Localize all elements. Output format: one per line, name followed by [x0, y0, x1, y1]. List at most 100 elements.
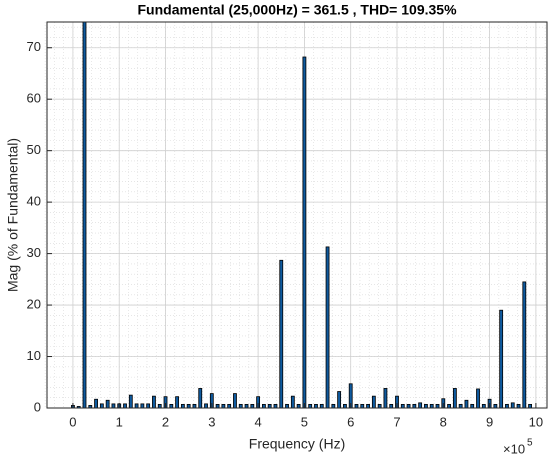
bar [279, 259, 284, 408]
bar [308, 403, 313, 408]
bar [111, 403, 116, 408]
bar [175, 396, 179, 408]
bar [481, 403, 486, 408]
bar [331, 403, 336, 408]
bar [140, 403, 145, 408]
x-tick-label: 4 [254, 414, 261, 429]
x-exponent: ×10 [503, 441, 525, 456]
bar [163, 396, 168, 408]
bar [383, 388, 388, 408]
bar [470, 403, 475, 408]
x-tick-label: 3 [208, 414, 215, 429]
x-tick-label: 5 [301, 414, 308, 429]
bar [180, 403, 185, 408]
bar [516, 403, 521, 408]
bar [476, 388, 480, 408]
bar [522, 281, 527, 408]
bar [215, 403, 220, 408]
bar [186, 403, 191, 408]
bar [464, 399, 469, 408]
bar [371, 395, 376, 408]
chart-title: Fundamental (25,000Hz) = 361.5 , THD= 10… [137, 2, 457, 18]
bar [452, 388, 457, 408]
bar [256, 396, 261, 408]
y-tick-label: 30 [27, 245, 41, 260]
bar [285, 403, 289, 408]
bar [325, 246, 330, 408]
bar [134, 403, 139, 408]
bar [510, 402, 515, 408]
axes-box [46, 21, 548, 409]
bar [227, 403, 232, 408]
bar [458, 403, 463, 408]
x-exponent-power: 5 [527, 438, 533, 449]
bar [267, 403, 272, 408]
bar [314, 403, 318, 408]
bar [337, 391, 342, 408]
bar [343, 403, 347, 408]
bar [238, 403, 243, 408]
bar [377, 403, 382, 408]
x-tick-label: 8 [440, 414, 447, 429]
bar [412, 403, 417, 408]
bar [406, 403, 411, 408]
bar [233, 393, 237, 408]
bar [82, 22, 87, 408]
bar [302, 56, 307, 408]
ticks: 0 10 20 30 40 50 60 70 0 1 2 3 4 5 6 7 8 9 10 [27, 39, 544, 429]
y-tick-label: 40 [27, 194, 41, 209]
bar [204, 403, 208, 408]
bar [493, 403, 498, 408]
y-tick-label: 60 [27, 91, 41, 106]
bar [366, 403, 370, 408]
bar [290, 395, 295, 408]
bar [169, 403, 174, 408]
bar [435, 403, 440, 408]
bar [319, 403, 324, 408]
bar [447, 403, 451, 408]
bar [418, 402, 423, 408]
y-tick-label: 0 [34, 399, 41, 414]
x-tick-label: 0 [69, 414, 76, 429]
bar [389, 403, 394, 408]
grid [44, 22, 547, 409]
x-tick-label: 9 [486, 414, 493, 429]
y-tick-label: 20 [27, 297, 41, 312]
x-tick-label: 10 [529, 414, 543, 429]
bars [71, 22, 533, 408]
bar [424, 403, 428, 408]
bar [296, 403, 301, 408]
plot-area [47, 22, 547, 408]
bar [94, 398, 98, 408]
y-tick-label: 10 [27, 348, 41, 363]
bar [105, 399, 110, 408]
bar [198, 388, 203, 408]
y-tick-label: 50 [27, 142, 41, 157]
bar [128, 394, 133, 408]
bar [360, 403, 365, 408]
x-axis-label: Frequency (Hz) [249, 436, 345, 452]
bar [157, 403, 162, 408]
bar [123, 403, 127, 408]
bar [354, 403, 359, 408]
bar [146, 403, 151, 408]
bar [244, 403, 249, 408]
y-tick-label: 70 [27, 39, 41, 54]
bar [499, 309, 504, 408]
bar [505, 403, 509, 408]
bar [429, 403, 434, 408]
x-tick-label: 2 [162, 414, 169, 429]
x-tick-label: 1 [116, 414, 123, 429]
x-tick-label: 6 [347, 414, 354, 429]
bar [528, 403, 533, 408]
bar [400, 403, 405, 408]
bar [152, 395, 156, 408]
bar [99, 403, 104, 408]
bar [221, 403, 226, 408]
bar [348, 383, 353, 408]
bar [192, 403, 197, 408]
bar [250, 403, 255, 408]
y-axis-label: Mag (% of Fundamental) [5, 138, 21, 292]
bar [261, 403, 266, 408]
